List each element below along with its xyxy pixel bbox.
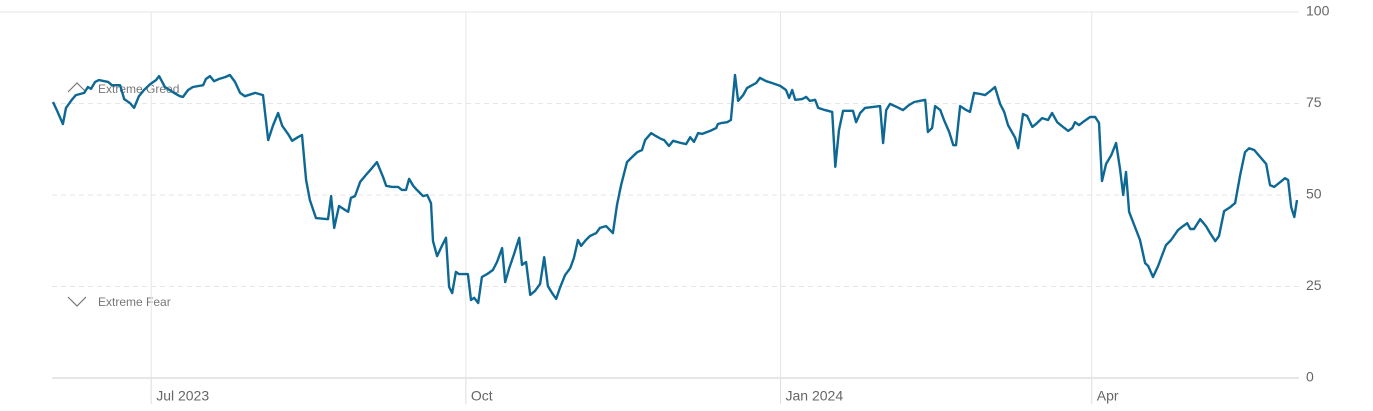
fear-chevron [67, 296, 87, 307]
x-tick-label: Oct [471, 388, 493, 404]
plot: 0 25 50 75 100 Jul 2023 Oct Jan 2024 Apr [0, 3, 1330, 404]
y-tick-label: 25 [1306, 277, 1322, 293]
greed-chevron [67, 82, 87, 93]
x-tick-label: Jan 2024 [786, 388, 844, 404]
y-tick-label: 100 [1306, 3, 1330, 19]
annotation-icons [67, 82, 87, 307]
line [51, 73, 1299, 305]
x-tick-label: Jul 2023 [156, 388, 209, 404]
y-tick-label: 0 [1306, 369, 1314, 385]
annotation: Extreme Fear [98, 295, 171, 309]
y-tick-label: 75 [1306, 94, 1322, 110]
y-tick-label: 50 [1306, 186, 1322, 202]
x-tick-label: Apr [1097, 388, 1119, 404]
